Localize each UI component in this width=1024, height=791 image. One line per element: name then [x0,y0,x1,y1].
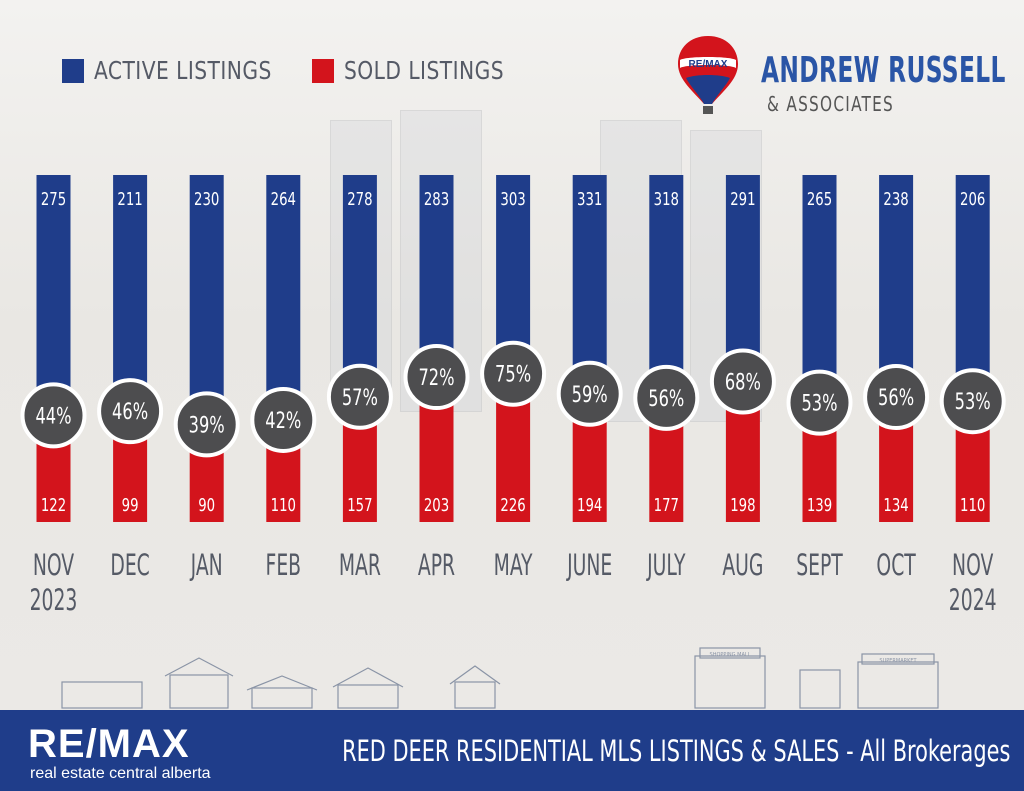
active-value-label: 206 [960,189,985,210]
percent-badge [326,363,393,430]
x-tick-label: NOV [952,549,994,582]
percent-label: 72% [418,364,454,390]
sold-value-label: 203 [424,495,449,516]
sold-value-label: 90 [198,495,215,516]
sold-value-label: 198 [730,495,755,516]
brand-name: ANDREW RUSSELL [761,50,1006,91]
bar-active [419,175,454,378]
bar-active [113,175,148,412]
percent-label: 53% [801,390,837,416]
x-tick-label: NOV [33,549,75,582]
brand-sub: & ASSOCIATES [767,92,895,116]
x-tick-label: SEPT [796,549,843,582]
legend-swatch-active [62,58,84,83]
percent-label: 42% [265,407,301,433]
x-tick-label: JAN [189,549,223,582]
percent-label: 59% [572,381,608,407]
bar-active [189,175,224,425]
percent-label: 75% [495,361,531,387]
sold-value-label: 122 [41,495,66,516]
bar-active [36,175,71,416]
percent-badge [480,340,547,407]
percent-label: 68% [725,369,761,395]
legend-sold-label: SOLD LISTINGS [344,56,505,85]
x-tick-label: AUG [722,549,763,582]
percent-badge [20,382,87,449]
percent-label: 44% [35,403,71,429]
percent-badge [786,369,853,436]
town-illustration: SHOPPING MALL SUPERMARKET [61,647,939,709]
footer-logo: RE/MAX [28,722,190,766]
percent-badge [863,364,930,431]
sold-value-label: 134 [883,495,908,516]
sold-value-label: 110 [960,495,985,516]
active-value-label: 291 [730,189,755,210]
percent-badge [173,391,240,458]
active-value-label: 331 [577,189,602,210]
bar-active [572,175,607,394]
sold-value-label: 99 [122,495,139,516]
balloon-text: RE/MAX [689,59,728,70]
x-tick-label: JUNE [565,549,612,582]
sold-value-label: 194 [577,495,602,516]
active-value-label: 265 [807,189,832,210]
active-value-label: 318 [654,189,679,210]
bar-active [342,175,377,397]
x-tick-label: MAY [494,549,533,582]
footer-banner: RE/MAX real estate central alberta RED D… [0,710,1024,791]
percent-badge [633,364,700,431]
percent-label: 53% [955,388,991,414]
x-tick-label: 2023 [30,584,78,617]
brand-logo: RE/MAX ANDREW RUSSELL & ASSOCIATES [676,34,1005,124]
legend-active-label: ACTIVE LISTINGS [94,56,272,85]
footer-tagline: real estate central alberta [30,765,211,782]
chart-title: RED DEER RESIDENTIAL MLS LISTINGS & SALE… [341,734,1010,768]
percent-badge [403,344,470,411]
market-sign: SUPERMARKET [879,658,917,664]
active-value-label: 264 [271,189,296,210]
percent-label: 57% [342,384,378,410]
listings-chart: 27512244%NOV20232119946%DEC2309039%JAN26… [20,175,1006,617]
percent-label: 39% [189,412,225,438]
active-value-label: 275 [41,189,66,210]
bar-active [802,175,837,403]
percent-label: 56% [878,384,914,410]
bar-active [955,175,990,402]
sold-value-label: 110 [271,495,296,516]
sold-value-label: 177 [654,495,679,516]
x-tick-label: OCT [876,549,915,582]
bar-active [266,175,301,420]
mall-sign: SHOPPING MALL [710,652,751,658]
active-value-label: 278 [347,189,372,210]
remax-balloon-icon: RE/MAX [678,36,738,114]
legend-sold: SOLD LISTINGS [312,56,522,85]
active-value-label: 238 [883,189,908,210]
sold-value-label: 226 [500,495,525,516]
active-value-label: 211 [117,189,142,210]
x-tick-label: APR [418,549,455,582]
bar-active [725,175,760,382]
x-tick-label: MAR [339,549,381,582]
active-value-label: 283 [424,189,449,210]
percent-badge [939,368,1006,435]
active-value-label: 230 [194,189,219,210]
x-tick-label: DEC [110,549,149,582]
percent-badge [97,378,164,445]
percent-badge [250,386,317,453]
legend-active: ACTIVE LISTINGS [62,56,292,85]
sold-value-label: 139 [807,495,832,516]
x-tick-label: JULY [645,549,685,582]
percent-badge [709,348,776,415]
x-tick-label: 2024 [949,584,997,617]
bar-active [496,175,531,374]
active-value-label: 303 [500,189,525,210]
percent-label: 56% [648,385,684,411]
x-tick-label: FEB [266,549,302,582]
sold-value-label: 157 [347,495,372,516]
bar-active [649,175,684,398]
legend-swatch-sold [312,58,334,83]
percent-badge [556,360,623,427]
percent-label: 46% [112,398,148,424]
bar-active [879,175,914,398]
